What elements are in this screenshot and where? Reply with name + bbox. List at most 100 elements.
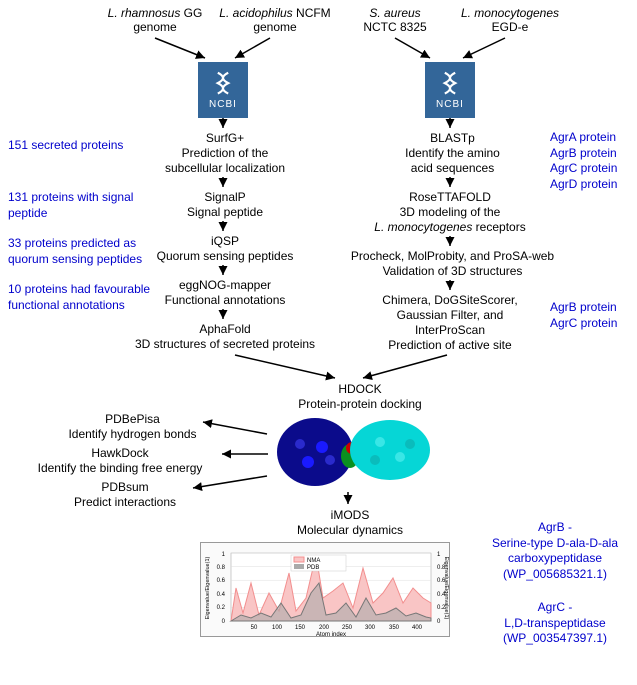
a1-text: 151 secreted proteins [8, 138, 123, 152]
arrow-alphafold-hdock [230, 352, 350, 384]
arrow-iqsp-eggnog [217, 265, 229, 279]
a4-l2: functional annotations [8, 298, 163, 314]
molecular-dynamics-chart: NMA PDB 0 0.2 0.4 0.6 0.8 1 50 100 150 2… [200, 542, 450, 637]
pdbe-desc: Identify hydrogen bonds [55, 427, 210, 442]
blastp-desc2: acid sequences [375, 161, 530, 176]
svg-text:0.2: 0.2 [217, 605, 226, 611]
step-hdock: HDOCK Protein-protein docking [280, 382, 440, 412]
lrham-strain: GG [180, 6, 202, 20]
ncbi-label-left: NCBI [209, 99, 237, 110]
svg-text:100: 100 [272, 625, 283, 631]
arrow-active-hdock [355, 352, 455, 384]
agrc-l3: (WP_003547397.1) [475, 631, 635, 647]
input-lrhamnosus: L. rhamnosus GG genome [100, 6, 210, 34]
lacid-species: L. acidophilus [219, 6, 292, 20]
input-lacidophilus: L. acidophilus NCFM genome [210, 6, 340, 34]
svg-text:250: 250 [342, 625, 353, 631]
agrb-l3: carboxypeptidase [475, 551, 635, 567]
step-imods: iMODS Molecular dynamics [270, 508, 430, 538]
svg-text:0.4: 0.4 [437, 592, 446, 598]
helix-icon [214, 71, 232, 97]
pdbsum-desc: Predict interactions [55, 495, 195, 510]
input-lmonocytogenes: L. monocytogenes EGD-e [450, 6, 570, 34]
a2-l1: 131 proteins with signal [8, 190, 153, 206]
agrc-l1: AgrC - [475, 600, 635, 616]
a3-l2: quorum sensing peptides [8, 252, 153, 268]
agrb-l4: (WP_005685321.1) [475, 567, 635, 583]
lacid-strain: NCFM [293, 6, 331, 20]
svg-text:0.8: 0.8 [437, 565, 446, 571]
chart-ylabel: Eigenvalue/Eigenvalue(1) [205, 556, 211, 619]
annote-151-secreted: 151 secreted proteins [8, 138, 153, 154]
eggnog-desc: Functional annotations [145, 293, 305, 308]
step-blastp: BLASTp Identify the amino acid sequences [375, 131, 530, 176]
arrow-ncbi-surfg [217, 118, 229, 132]
arrow-saureus-ncbi [390, 36, 445, 64]
a2-l2: peptide [8, 206, 153, 222]
surfg-title: SurfG+ [145, 131, 305, 146]
annote-10-favourable: 10 proteins had favourable functional an… [8, 282, 163, 313]
arrow-validate-active [444, 280, 456, 294]
svg-text:300: 300 [365, 625, 376, 631]
step-rosetta: RoseTTAFOLD 3D modeling of the L. monocy… [360, 190, 540, 235]
hdock-title: HDOCK [280, 382, 440, 397]
step-eggnog: eggNOG-mapper Functional annotations [145, 278, 305, 308]
svg-text:0.4: 0.4 [217, 592, 226, 598]
arrow-blastp-rosetta [444, 177, 456, 191]
svg-text:0: 0 [222, 619, 226, 625]
legend-pdb: PDB [307, 565, 319, 571]
agrb2-text: AgrB protein [550, 300, 635, 316]
hawk-title: HawkDock [20, 446, 220, 461]
arrow-lmono-ncbi [455, 36, 515, 64]
agra-text: AgrA protein [550, 130, 635, 146]
agrb-text: AgrB protein [550, 146, 635, 162]
input-saureus: S. aureus NCTC 8325 [355, 6, 435, 34]
alphafold-desc: 3D structures of secreted proteins [110, 337, 340, 352]
svg-text:150: 150 [295, 625, 306, 631]
active-desc: Prediction of active site [355, 338, 545, 353]
svg-text:200: 200 [319, 625, 330, 631]
a3-l1: 33 proteins predicted as [8, 236, 153, 252]
arrow-lacid-ncbi [225, 36, 275, 64]
validate-title: Procheck, MolProbity, and ProSA-web [325, 249, 580, 264]
ncbi-label-right: NCBI [436, 99, 464, 110]
lmono-strain: EGD-e [492, 20, 529, 34]
arrow-eggnog-alphafold [217, 309, 229, 323]
arrow-signalp-iqsp [217, 221, 229, 235]
agrb-l1: AgrB - [475, 520, 635, 536]
iqsp-title: iQSP [145, 234, 305, 249]
helix-icon [441, 71, 459, 97]
lrham-genome: genome [133, 20, 176, 34]
step-iqsp: iQSP Quorum sensing peptides [145, 234, 305, 264]
rosetta-species: L. monocytogenes [374, 220, 472, 234]
active-title3: InterProScan [355, 323, 545, 338]
active-title2: Gaussian Filter, and [355, 308, 545, 323]
svg-text:0.8: 0.8 [217, 565, 226, 571]
signalp-title: SignalP [160, 190, 290, 205]
signalp-desc: Signal peptide [160, 205, 290, 220]
svg-text:0: 0 [437, 619, 441, 625]
hdock-desc: Protein-protein docking [280, 397, 440, 412]
agrc2-text: AgrC protein [550, 316, 635, 332]
step-validate: Procheck, MolProbity, and ProSA-web Vali… [325, 249, 580, 279]
annote-agrbc-active: AgrB protein AgrC protein [550, 300, 635, 331]
annote-agr-proteins: AgrA protein AgrB protein AgrC protein A… [550, 130, 635, 192]
pdbsum-title: PDBsum [55, 480, 195, 495]
chart-svg: NMA PDB 0 0.2 0.4 0.6 0.8 1 50 100 150 2… [201, 543, 451, 638]
a4-l1: 10 proteins had favourable [8, 282, 163, 298]
lmono-species: L. monocytogenes [461, 6, 559, 20]
agrd-text: AgrD protein [550, 177, 635, 193]
alphafold-title: AphaFold [110, 322, 340, 337]
pdbe-title: PDBePisa [55, 412, 210, 427]
step-activesite: Chimera, DoGSiteScorer, Gaussian Filter,… [355, 293, 545, 353]
legend-nma: NMA [307, 558, 320, 564]
saureus-strain: NCTC 8325 [363, 20, 426, 34]
annote-agrc-result: AgrC - L,D-transpeptidase (WP_003547397.… [475, 600, 635, 647]
eggnog-title: eggNOG-mapper [145, 278, 305, 293]
svg-text:400: 400 [412, 625, 423, 631]
lrham-species: L. rhamnosus [108, 6, 181, 20]
arrow-protein-imods [342, 492, 354, 508]
arrow-rosetta-validate [444, 236, 456, 250]
surfg-desc2: subcellular localization [145, 161, 305, 176]
step-pdbe: PDBePisa Identify hydrogen bonds [55, 412, 210, 442]
